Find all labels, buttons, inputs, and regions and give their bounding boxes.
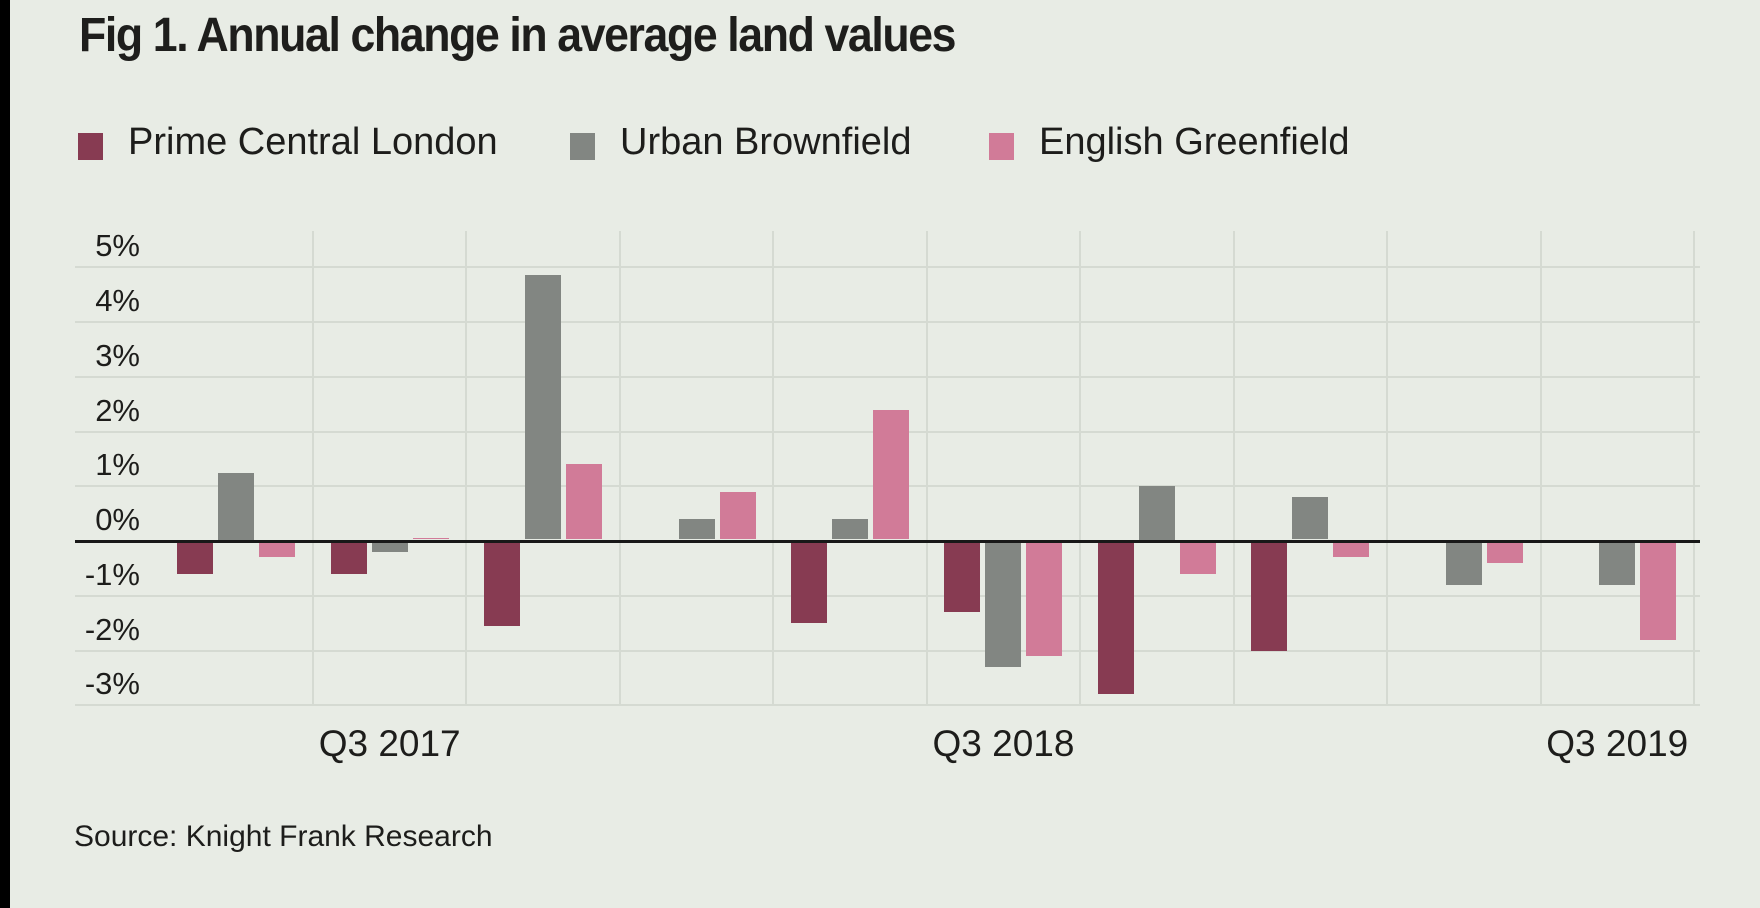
legend-swatch-icon xyxy=(78,133,103,160)
x-axis-tick-label: Q3 2019 xyxy=(1546,723,1689,764)
bar xyxy=(566,464,603,540)
bar xyxy=(177,542,214,574)
gridline-horizontal xyxy=(75,594,1700,597)
bar xyxy=(944,542,981,613)
gridline-vertical xyxy=(1079,231,1082,705)
gridline-vertical xyxy=(618,231,621,705)
bar xyxy=(1097,542,1134,695)
source-note: Source: Knight Frank Research xyxy=(74,820,493,853)
gridline-vertical xyxy=(312,231,314,705)
bar xyxy=(1640,542,1677,640)
left-edge-bar xyxy=(0,0,10,908)
gridline-vertical xyxy=(465,231,468,705)
x-axis-tick-label: Q3 2017 xyxy=(318,723,461,764)
gridline-horizontal xyxy=(75,321,1700,323)
legend-label: Prime Central London xyxy=(128,121,498,163)
bar xyxy=(484,542,521,626)
legend-label: English Greenfield xyxy=(1039,121,1350,163)
gridline-horizontal xyxy=(75,375,1700,378)
gridline-horizontal xyxy=(75,266,1700,269)
y-axis-tick-label: -2% xyxy=(84,611,140,647)
gridline-vertical xyxy=(1539,231,1542,705)
gridline-horizontal xyxy=(75,649,1700,652)
bar xyxy=(218,472,255,540)
bar xyxy=(719,491,756,540)
bar xyxy=(1333,542,1370,558)
bar xyxy=(412,538,449,540)
bar xyxy=(525,275,562,540)
y-axis-tick-label: -1% xyxy=(84,556,140,592)
bar xyxy=(1138,486,1175,540)
y-axis-tick-label: 2% xyxy=(95,392,140,428)
bar xyxy=(1599,542,1636,585)
gridline-vertical xyxy=(1232,231,1235,705)
bar xyxy=(330,542,367,574)
legend-swatch-icon xyxy=(570,133,595,160)
bar xyxy=(371,542,408,552)
gridline-vertical xyxy=(1693,231,1696,705)
legend-swatch-icon xyxy=(989,133,1014,160)
y-axis-tick-label: 5% xyxy=(95,228,140,264)
y-axis-tick-label: 3% xyxy=(95,337,140,373)
bar xyxy=(832,519,869,540)
y-axis-tick-label: 0% xyxy=(95,502,140,537)
bar xyxy=(791,542,828,624)
y-axis-tick-label: -3% xyxy=(84,666,140,702)
y-axis-tick-label: 4% xyxy=(95,283,140,318)
gridline-horizontal xyxy=(75,704,1700,707)
bar xyxy=(1251,542,1288,651)
legend-label: Urban Brownfield xyxy=(620,121,912,163)
bar xyxy=(985,542,1022,667)
gridline-vertical xyxy=(772,231,775,705)
gridline-vertical xyxy=(1386,231,1389,705)
bar xyxy=(1445,542,1482,585)
bar xyxy=(259,542,296,558)
bar xyxy=(1179,542,1216,574)
y-axis-tick-label: 1% xyxy=(95,447,140,483)
bar xyxy=(1486,542,1523,563)
gridline-vertical xyxy=(925,231,928,705)
figure-title: Fig 1. Annual change in average land val… xyxy=(79,9,956,62)
x-axis-tick-label: Q3 2018 xyxy=(932,723,1075,764)
bar xyxy=(873,409,910,540)
zero-axis-line xyxy=(75,539,1700,543)
bar xyxy=(1292,497,1329,540)
bar xyxy=(678,519,715,540)
bar xyxy=(1026,542,1063,656)
